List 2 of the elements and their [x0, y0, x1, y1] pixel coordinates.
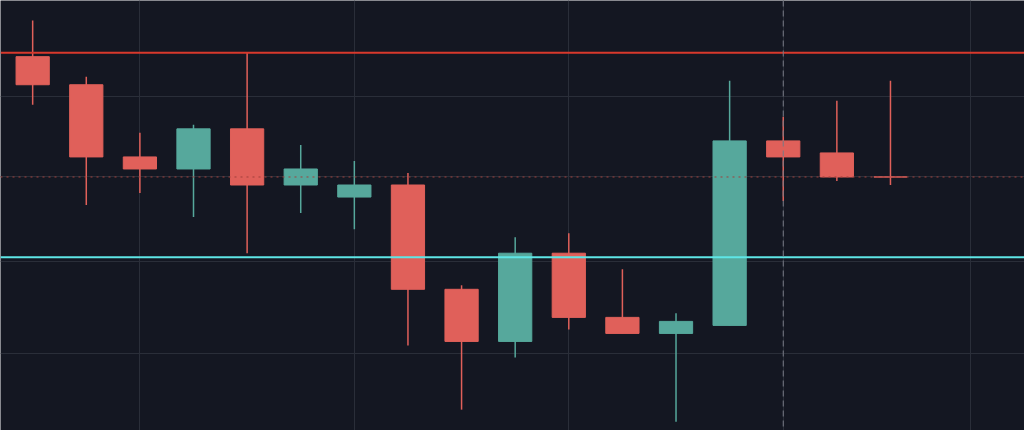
- candlestick: [658, 312, 694, 423]
- candlestick: [873, 79, 908, 186]
